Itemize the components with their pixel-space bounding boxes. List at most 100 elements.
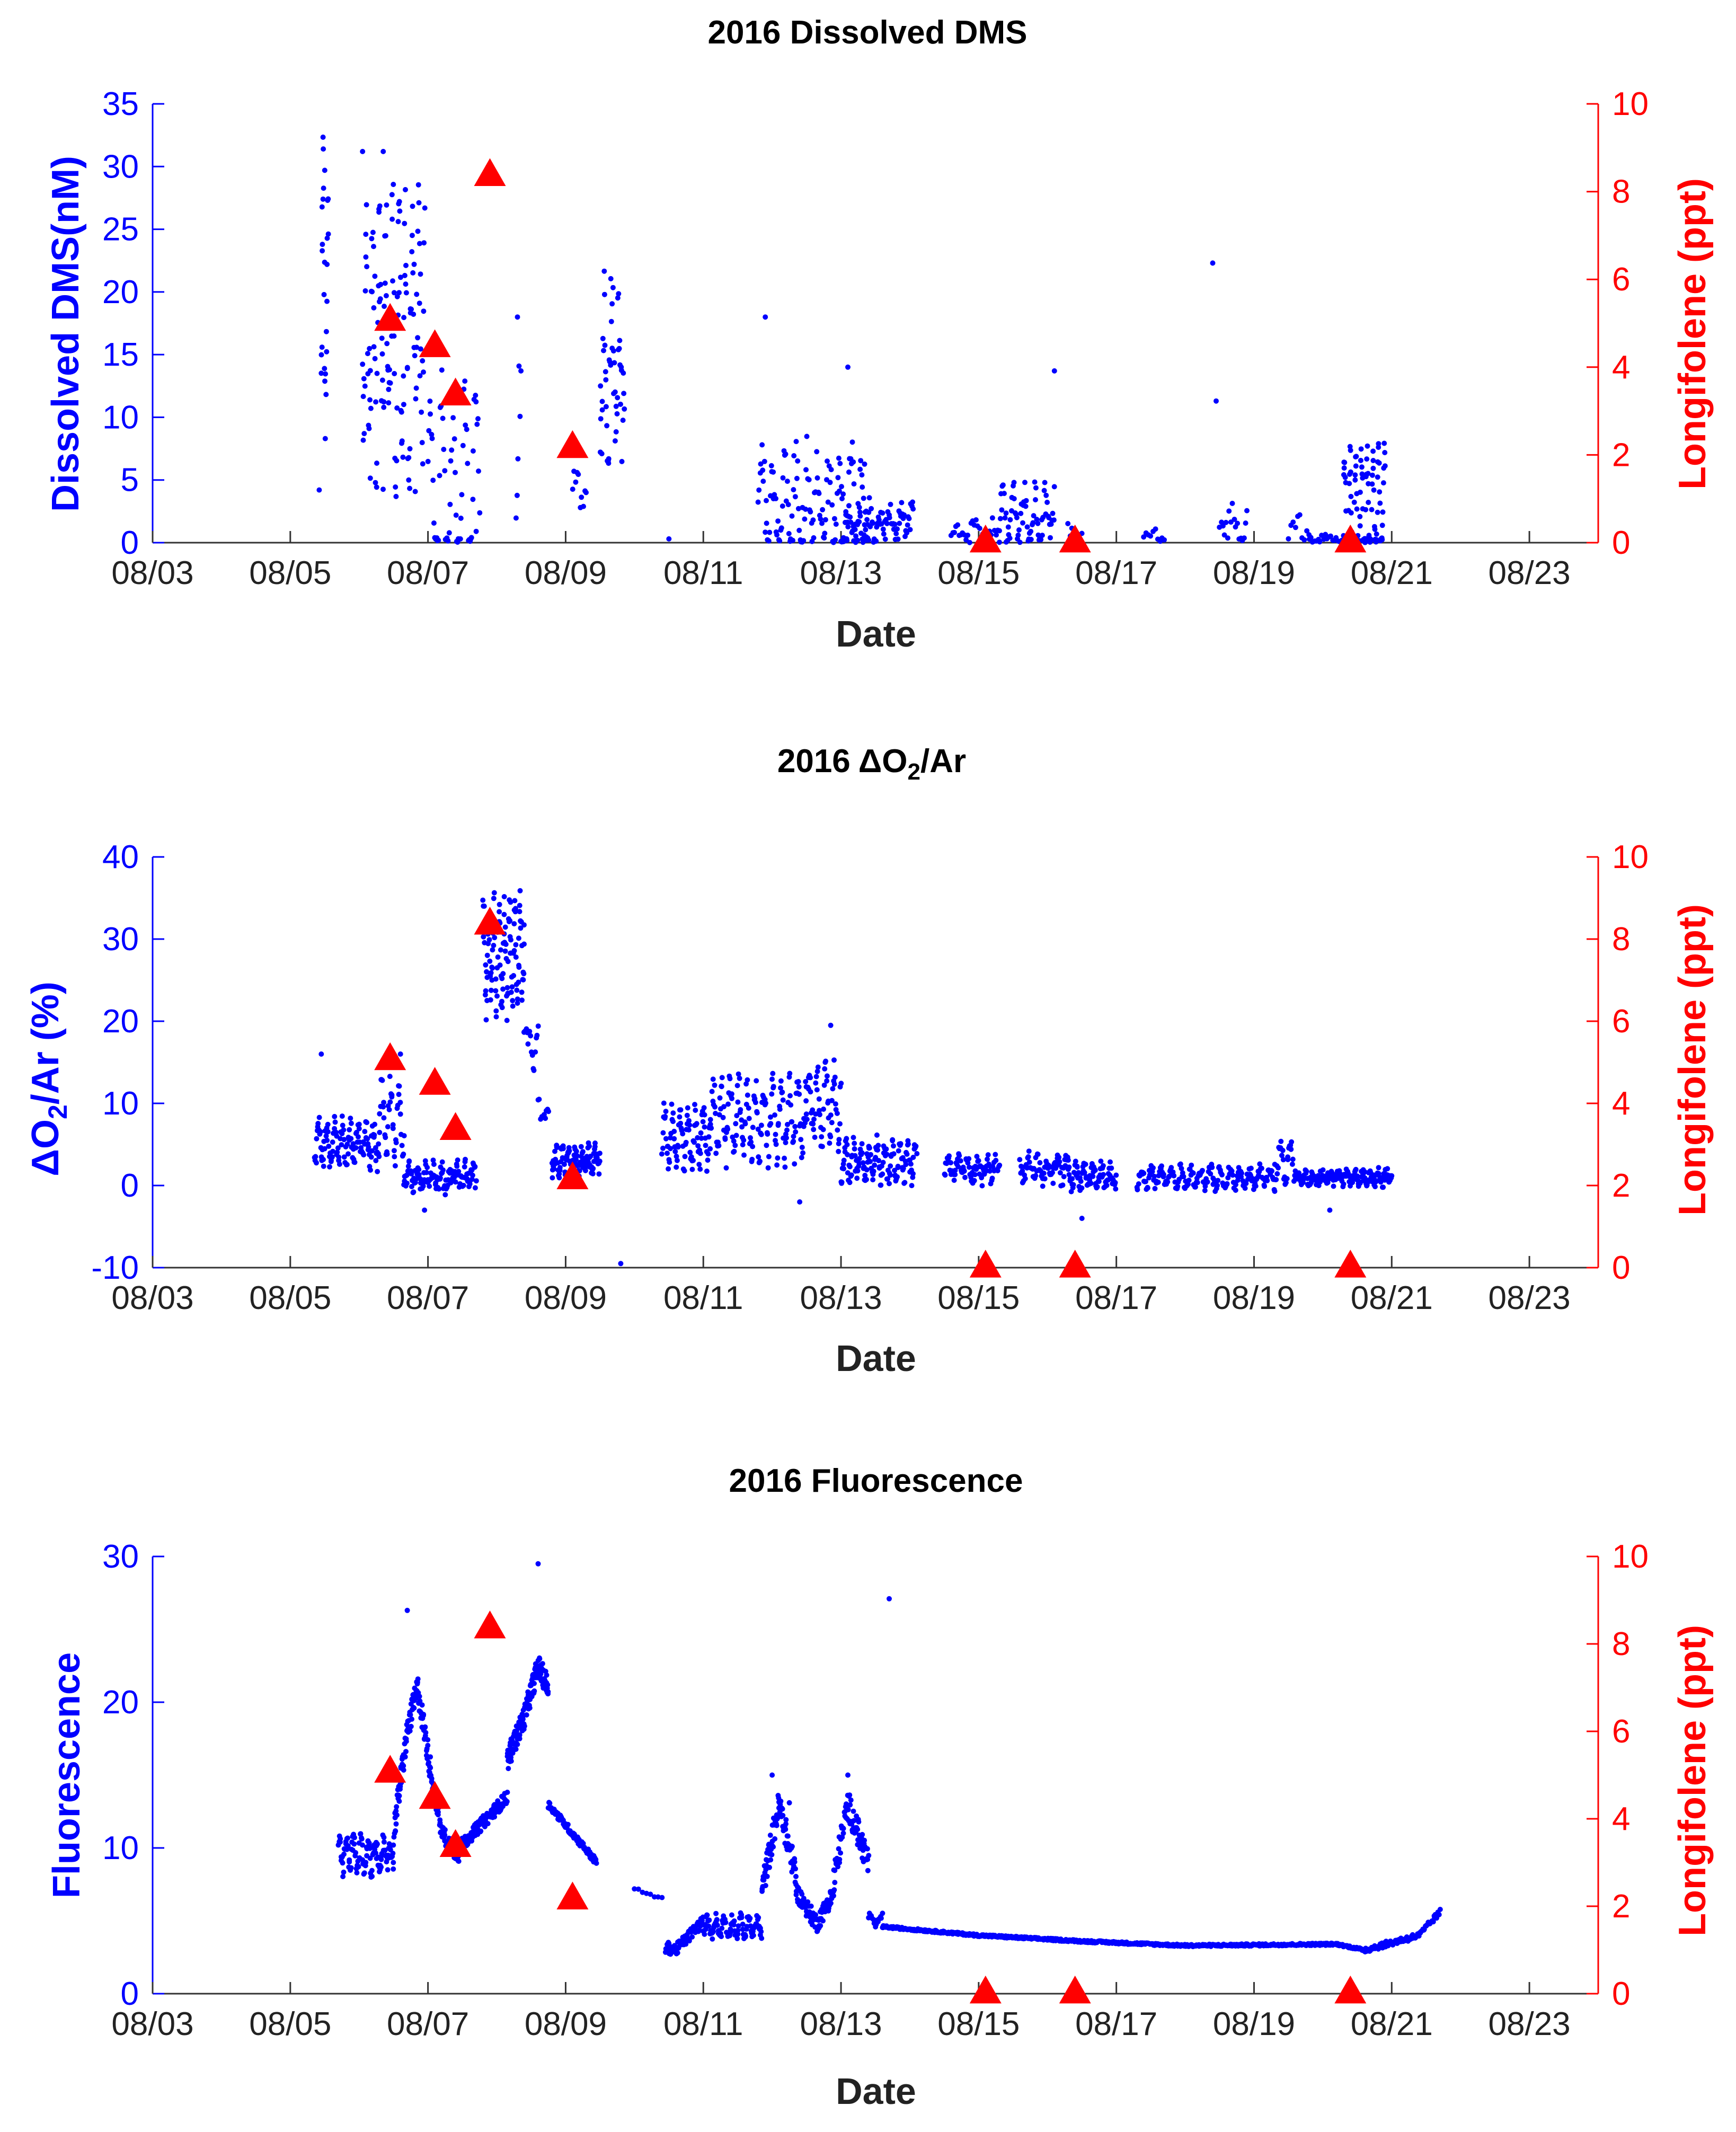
data-point — [382, 304, 387, 309]
data-point — [1186, 1178, 1192, 1183]
data-point — [1253, 1183, 1259, 1189]
data-point — [1208, 1171, 1214, 1176]
data-point — [491, 943, 497, 948]
data-point — [1259, 1165, 1264, 1171]
data-point — [340, 1860, 346, 1866]
data-point — [1272, 1188, 1278, 1194]
data-point — [316, 1114, 322, 1120]
data-point — [1148, 533, 1154, 539]
data-point — [398, 409, 404, 415]
data-point — [1304, 1169, 1309, 1174]
data-point — [824, 1073, 830, 1079]
data-point — [1038, 537, 1044, 543]
data-point — [330, 1148, 335, 1154]
data-point — [720, 1114, 726, 1120]
data-point — [338, 1839, 343, 1845]
data-point — [508, 1758, 514, 1764]
data-point — [862, 1837, 867, 1843]
data-point — [677, 1114, 683, 1120]
data-point — [513, 942, 519, 948]
right-y-tick-label: 4 — [1612, 349, 1630, 386]
data-point — [828, 1022, 834, 1028]
data-point — [1289, 1139, 1295, 1145]
data-point — [344, 1142, 350, 1147]
data-point — [1273, 1176, 1279, 1182]
data-point — [706, 1923, 712, 1929]
data-point — [411, 1189, 417, 1195]
data-point — [1304, 528, 1310, 534]
data-point — [867, 1158, 873, 1164]
data-point — [473, 393, 479, 398]
right-y-ticks: 0 2 4 6 8 10 — [1587, 839, 1649, 1286]
data-point — [829, 502, 835, 508]
data-point — [733, 1121, 739, 1127]
data-point — [334, 1149, 340, 1155]
data-point — [552, 1148, 557, 1154]
longifolene-marker — [474, 1611, 506, 1639]
data-point — [1220, 523, 1226, 529]
data-point — [531, 1067, 537, 1073]
data-point — [603, 369, 608, 375]
data-point — [1023, 503, 1029, 509]
x-tick-label: 08/19 — [1213, 555, 1295, 591]
data-point — [425, 1737, 431, 1742]
data-point — [965, 533, 971, 538]
data-point — [512, 906, 518, 912]
left-y-ticks: -10 0 10 20 30 40 — [91, 839, 164, 1286]
data-point — [494, 993, 500, 999]
data-point — [778, 1798, 784, 1804]
x-tick-label: 08/15 — [937, 555, 1020, 591]
data-point — [1150, 1165, 1156, 1171]
data-point — [901, 512, 907, 518]
data-point — [1079, 1185, 1085, 1191]
data-point — [484, 969, 490, 975]
data-point — [997, 539, 1002, 545]
data-point — [431, 1162, 437, 1167]
data-point — [393, 493, 399, 499]
data-point — [480, 897, 486, 903]
x-tick-label: 08/17 — [1075, 555, 1157, 591]
data-point — [1088, 1181, 1094, 1186]
data-point — [769, 1091, 775, 1097]
data-point — [968, 1174, 974, 1180]
data-point — [389, 192, 395, 198]
ylabel-prefix: ΔO — [24, 1119, 67, 1176]
data-point — [703, 1143, 708, 1148]
data-point — [341, 1869, 347, 1875]
left-y-tick-label: 20 — [102, 1003, 139, 1040]
data-point — [513, 1746, 519, 1752]
data-point — [386, 400, 392, 406]
data-point — [1011, 496, 1017, 501]
data-point — [828, 1112, 834, 1118]
data-point — [517, 1736, 522, 1741]
data-point — [1371, 487, 1377, 493]
data-point — [746, 1116, 752, 1121]
data-point — [442, 1827, 448, 1833]
data-point — [821, 535, 827, 541]
data-point — [436, 1186, 442, 1192]
data-point — [498, 947, 503, 953]
data-point — [914, 1151, 920, 1156]
data-point — [851, 481, 857, 487]
data-point — [955, 522, 961, 528]
data-point — [590, 1171, 596, 1176]
data-point — [768, 463, 774, 468]
data-point — [1112, 1180, 1118, 1186]
data-point — [831, 1081, 837, 1087]
data-point — [425, 458, 431, 464]
data-point — [1044, 499, 1050, 505]
data-point — [1003, 510, 1009, 516]
data-point — [501, 912, 507, 917]
data-point — [712, 1104, 718, 1110]
data-point — [390, 1122, 396, 1128]
data-point — [812, 1135, 818, 1140]
data-point — [1074, 1164, 1080, 1170]
data-point — [866, 509, 872, 515]
data-point — [1189, 1162, 1194, 1168]
right-y-axis-label: Longifolene (ppt) — [1671, 904, 1714, 1216]
data-point — [1374, 531, 1379, 537]
data-point — [780, 503, 785, 509]
data-point — [427, 1183, 432, 1189]
data-point — [774, 1162, 780, 1168]
data-point — [404, 1180, 410, 1186]
